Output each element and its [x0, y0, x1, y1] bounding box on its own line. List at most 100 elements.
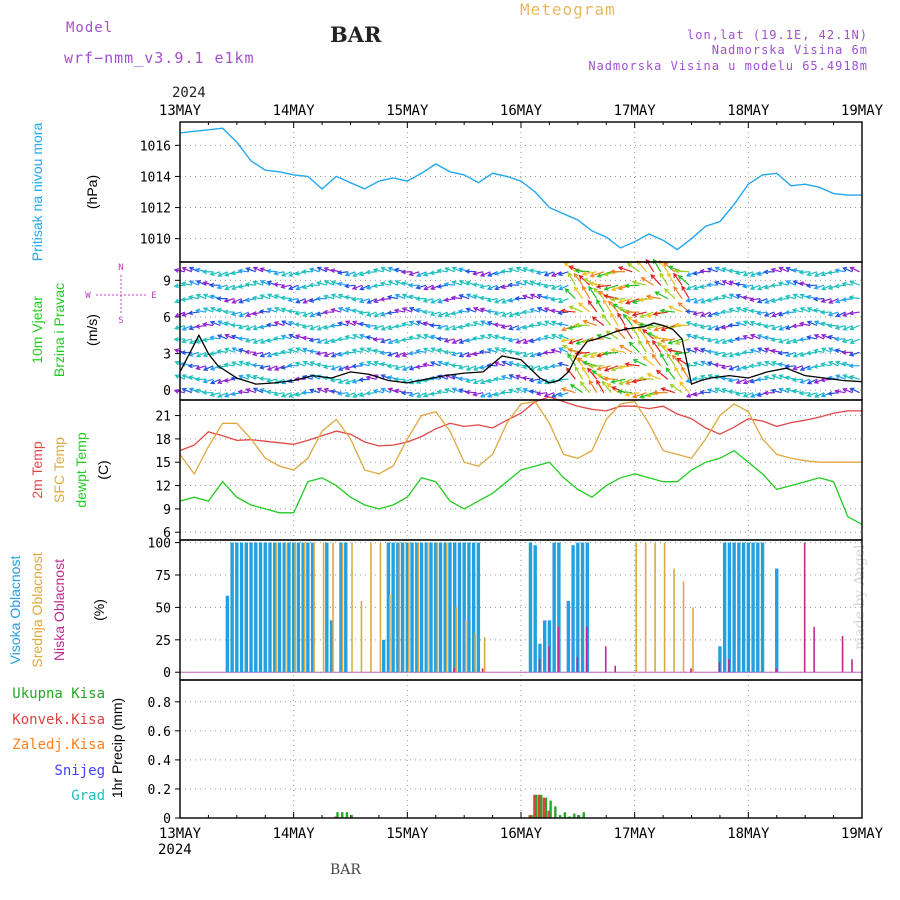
wind-arrow-head	[666, 352, 672, 359]
wind-arrow	[238, 270, 249, 273]
wind-arrow-head	[588, 281, 594, 287]
cloud-side-label-3: Niska Oblacnost	[51, 559, 67, 661]
wind-arrow-head	[408, 365, 414, 371]
wind-arrow	[551, 271, 562, 277]
wind-arrow-head	[408, 271, 414, 277]
wind-arrow-head	[508, 374, 514, 379]
wind-arrow-head	[351, 285, 357, 290]
wind-arrow-head	[557, 361, 563, 367]
wind-arrow-head	[756, 392, 762, 397]
wind-arrow	[189, 280, 200, 286]
wind-arrow-head	[422, 298, 428, 303]
wind-arrow-head	[721, 267, 727, 272]
high-cloud-bar	[419, 542, 424, 673]
wind-arrow-head	[322, 309, 328, 315]
wind-arrow	[617, 313, 626, 326]
wind-arrow-head	[416, 393, 422, 398]
wind-arrow-head	[209, 366, 216, 371]
wind-arrow	[289, 271, 299, 277]
wind-arrow-head	[259, 294, 265, 299]
wind-arrow-head	[287, 363, 293, 369]
wind-arrow	[274, 337, 285, 340]
wind-arrow-head	[741, 283, 748, 289]
wind-arrow-head	[543, 334, 549, 340]
wind-arrow	[444, 283, 455, 286]
wind-arrow	[196, 351, 207, 358]
wind-arrow-head	[472, 270, 478, 276]
wind-arrow	[338, 307, 349, 313]
wind-arrow	[686, 284, 697, 290]
wind-arrow-head	[380, 326, 386, 331]
wind-arrow-head	[237, 284, 243, 289]
wind-arrow	[814, 284, 825, 289]
wind-arrow-head	[706, 349, 712, 355]
wind-arrow-head	[465, 366, 471, 371]
wind-arrow	[245, 283, 256, 286]
wind-arrow-head	[777, 350, 783, 356]
wind-arrow	[618, 266, 633, 273]
wind-arrow-head	[344, 283, 350, 289]
wind-arrow	[849, 311, 860, 315]
wind-arrow-head	[479, 379, 486, 385]
wind-arrow-head	[471, 335, 478, 341]
wind-arrow	[480, 392, 491, 398]
wind-arrow-head	[337, 379, 343, 384]
wind-arrow	[618, 307, 633, 313]
wind-arrow-head	[394, 293, 400, 299]
x-label-bottom: 17MAY	[614, 826, 657, 842]
wind-arrow-head	[606, 382, 612, 388]
wind-arrow	[807, 392, 818, 397]
wind-arrow	[260, 280, 271, 286]
wind-arrow-head	[415, 348, 421, 354]
wind-arrow	[473, 337, 484, 340]
wind-arrow-head	[408, 307, 415, 312]
wind-arrow-head	[749, 308, 755, 314]
wind-arrow	[771, 338, 782, 341]
wind-arrow	[480, 284, 491, 288]
wind-arrow-head	[216, 349, 222, 354]
high-cloud-bar	[381, 639, 386, 673]
wind-arrow-head	[224, 272, 230, 277]
wind-arrow	[480, 320, 491, 327]
temp-unit-label: (C)	[95, 460, 111, 479]
wind-arrow-head	[792, 280, 798, 285]
wind-arrow-head	[567, 272, 573, 278]
wind-arrow-head	[543, 271, 549, 277]
wind-arrow-head	[351, 320, 358, 326]
wind-arrow-head	[791, 323, 797, 329]
wind-arrow	[388, 351, 399, 357]
wind-arrow	[188, 311, 200, 314]
wind-arrow-head	[173, 283, 179, 289]
wind-arrow-head	[252, 280, 258, 286]
clouds-ytick-label: 100	[148, 537, 171, 552]
wind-arrow-head	[579, 381, 585, 387]
wind-arrow-head	[610, 286, 617, 292]
wind-arrow-head	[173, 388, 179, 394]
wind-arrow	[366, 392, 377, 395]
wind-arrow	[655, 291, 669, 300]
wind-arrow-head	[551, 393, 557, 398]
wind-arrow	[452, 281, 463, 286]
wind-arrow	[814, 365, 825, 368]
wind-arrow	[494, 323, 505, 327]
wind-arrow-head	[437, 298, 443, 304]
temp-side-label-1: 2m Temp	[29, 441, 45, 499]
wind-arrow	[583, 361, 597, 367]
wind-arrow-head	[273, 270, 279, 276]
wind-arrow-head	[656, 341, 662, 347]
wind-arrow	[544, 320, 555, 327]
wind-arrow-head	[386, 310, 392, 316]
wind-arrow-head	[536, 366, 542, 371]
wind-arrow-head	[770, 325, 777, 331]
wind-arrow	[661, 387, 676, 394]
wind-arrow-head	[308, 298, 315, 303]
wind-arrow	[252, 297, 263, 300]
wind-arrow	[806, 351, 818, 354]
wind-arrow-head	[216, 307, 222, 313]
high-cloud-bar	[557, 542, 561, 673]
wind-arrow	[409, 351, 420, 355]
wind-arrow	[604, 351, 619, 355]
wind-arrow-head	[195, 352, 201, 358]
wind-arrow-head	[465, 280, 471, 286]
wind-arrow	[409, 392, 420, 397]
